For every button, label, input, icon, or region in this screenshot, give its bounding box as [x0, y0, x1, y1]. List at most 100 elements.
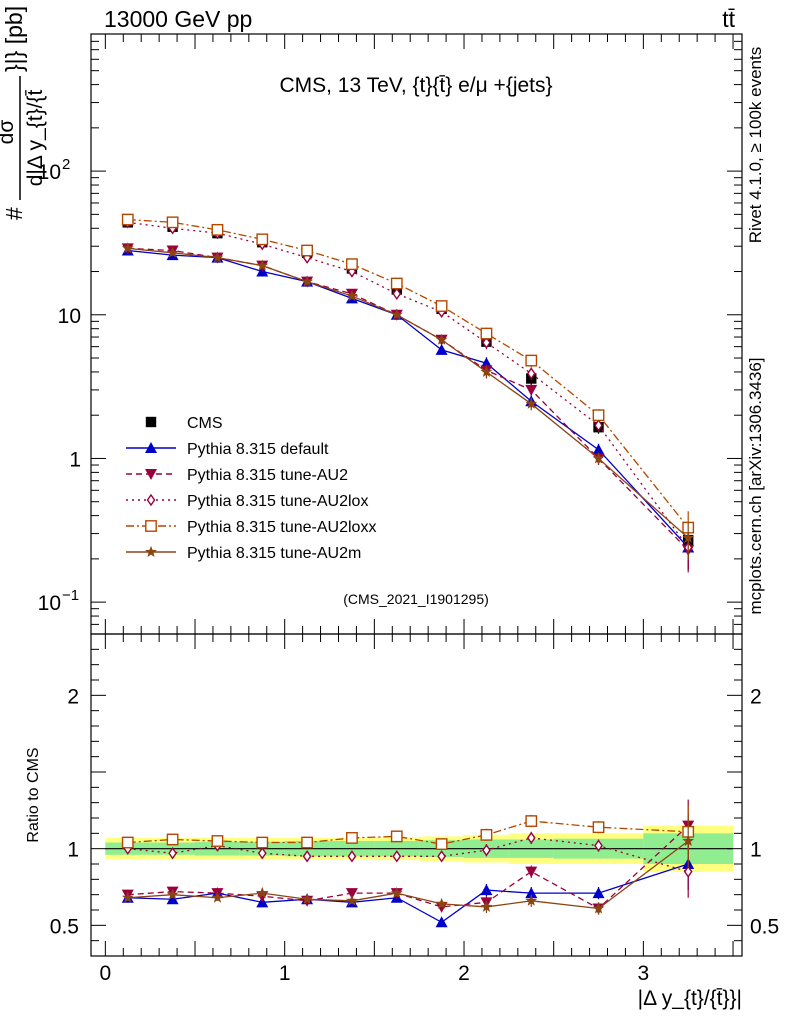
data-point: [211, 223, 224, 236]
ratio-y-tick-label-right: 1: [750, 839, 762, 862]
ratio-point: [256, 886, 269, 899]
y-tick-label: 10: [38, 161, 61, 184]
ratio-point: [346, 832, 358, 844]
legend-label: CMS: [187, 415, 223, 432]
ratio-series: [121, 799, 695, 928]
ratio-frame: [90, 633, 743, 957]
data-point: [480, 327, 493, 340]
ratio-point: [347, 850, 357, 863]
x-tick-label: 0: [100, 962, 112, 985]
legend-label: Pythia 8.315 tune-AU2m: [187, 545, 361, 562]
ratio-panel: 0.5 0.5 1 1 2 2 0 1 2 3 Ratio to CMS |Δ y_{t}/{t̄…: [25, 633, 779, 1010]
data-point: [592, 443, 605, 455]
data-point: [525, 384, 538, 396]
ratio-point: [301, 893, 313, 905]
ratio-point: [301, 836, 314, 849]
data-point: [301, 244, 314, 257]
ratio-point: [166, 888, 179, 900]
data-point: [682, 531, 695, 543]
main-frame: [90, 33, 743, 635]
data-point: [592, 452, 605, 464]
legend-marker: [146, 493, 156, 507]
legend: CMS Pythia 8.315 default Pythia 8.315 tune…: [126, 415, 376, 562]
y-label-numerator: dσ: [0, 120, 18, 145]
legend-marker: [145, 520, 157, 532]
ratio-point: [211, 835, 224, 847]
data-point: [525, 354, 538, 367]
data-point: [482, 336, 491, 349]
ratio-point: [166, 893, 179, 905]
legend-label: Pythia 8.315 default: [187, 441, 329, 458]
data-point: [301, 275, 313, 287]
y-label-denominator: d|Δ y_{t}/{t̄: [24, 90, 47, 187]
data-point: [256, 259, 269, 271]
x-tick-label: 1: [279, 962, 291, 985]
ratio-point: [482, 843, 491, 857]
data-point: [435, 343, 448, 355]
ratio-point: [166, 833, 179, 846]
ratio-point: [480, 828, 493, 841]
ratio-point: [390, 830, 403, 843]
ratio-y-label: Ratio to CMS: [25, 747, 42, 842]
ratio-point: [592, 902, 605, 914]
data-point: [525, 397, 538, 409]
data-point: [480, 365, 493, 377]
y-tick-label: 10: [38, 592, 61, 615]
data-point: [390, 277, 403, 290]
ratio-point: [525, 894, 538, 906]
y-tick-label-exponent: −1: [62, 587, 79, 604]
data-point: [166, 216, 179, 229]
x-axis-label: |Δ y_{t}/{t̄}}|: [638, 987, 742, 1010]
ratio-series-line: [127, 840, 689, 910]
y-label-hash: #: [1, 207, 27, 220]
ratio-point: [390, 886, 403, 899]
legend-marker: [145, 545, 157, 557]
ratio-point: [480, 884, 493, 896]
ratio-point: [592, 887, 605, 899]
ratio-point: [525, 887, 538, 899]
ratio-ticks: 0.5 0.5 1 1 2 2 0 1 2 3: [50, 633, 779, 985]
ratio-point: [594, 839, 603, 852]
data-point: [166, 246, 179, 258]
legend-marker: [145, 416, 157, 428]
ratio-point: [302, 850, 312, 863]
ratio-point: [168, 847, 177, 860]
main-title: CMS, 13 TeV, {t}{t̄} e/μ +{jets}: [279, 74, 552, 97]
legend-label: Pythia 8.315 tune-AU2: [187, 467, 348, 484]
rivet-label: Rivet 4.1.0, ≥ 100k events: [746, 47, 765, 243]
data-point: [392, 287, 402, 301]
ratio-point: [525, 866, 538, 878]
data-point: [346, 258, 358, 271]
y-label-unit: }|} [pb]: [1, 6, 27, 72]
ratio-series-line: [127, 863, 689, 924]
data-point: [121, 213, 134, 226]
ratio-point: [257, 847, 267, 860]
ratio-point: [121, 836, 134, 849]
ratio-point: [256, 836, 269, 849]
mcplots-label: mcplots.cern.ch [arXiv:1306.3436]: [746, 357, 765, 614]
ratio-series-line: [127, 820, 689, 845]
y-tick-label-exponent: 2: [62, 156, 70, 173]
ratio-point: [211, 891, 224, 903]
y-tick-label: 1: [69, 448, 81, 471]
data-point: [435, 333, 448, 345]
ratio-y-tick-label: 0.5: [50, 915, 79, 938]
x-tick-label: 3: [638, 962, 650, 985]
data-point: [435, 300, 448, 312]
data-point: [256, 233, 269, 246]
data-point: [592, 409, 605, 422]
data-point: [390, 308, 403, 320]
ratio-point: [437, 850, 446, 863]
main-panel: CMS, 13 TeV, {t}{t̄} e/μ +{jets} (CMS_20…: [0, 6, 743, 635]
main-y-axis-label: # dσ d|Δ y_{t}/{t̄ }|} [pb]: [0, 6, 47, 220]
data-point: [211, 251, 224, 263]
legend-marker: [145, 469, 157, 480]
header-energy: 13000 GeV pp: [104, 6, 252, 32]
header-process: tt̄: [722, 6, 735, 32]
legend-marker: [145, 442, 157, 453]
legend-label: Pythia 8.315 tune-AU2lox: [187, 493, 368, 510]
ratio-point: [592, 821, 605, 834]
x-tick-label: 2: [458, 962, 470, 985]
